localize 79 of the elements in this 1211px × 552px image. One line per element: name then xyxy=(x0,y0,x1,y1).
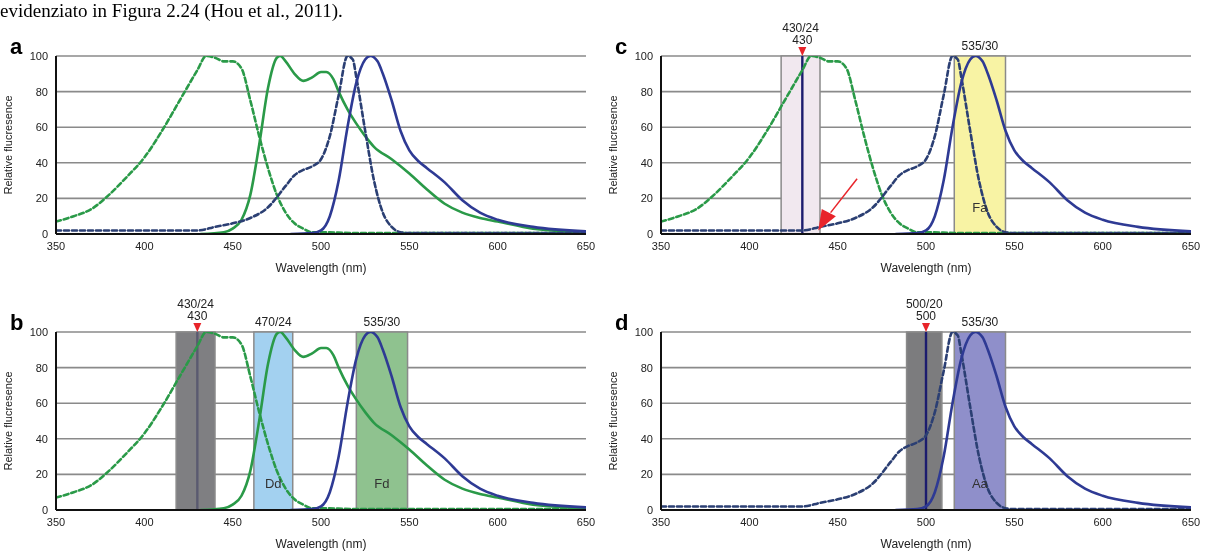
y-tick-label: 80 xyxy=(35,361,48,374)
chart-title: d xyxy=(615,310,629,336)
x-tick-label: 450 xyxy=(828,515,847,528)
x-tick-label: 400 xyxy=(740,515,759,528)
y-tick-label: 20 xyxy=(35,192,48,205)
y-axis-title: Relative flucresence xyxy=(606,95,619,195)
line-series xyxy=(661,332,1191,510)
x-tick-label: 500 xyxy=(916,515,936,528)
band-label: 430/24 xyxy=(177,297,215,311)
x-tick-label: 650 xyxy=(576,515,596,528)
y-axis-title: Relative flucresence xyxy=(1,95,14,195)
y-tick-label: 60 xyxy=(640,121,653,134)
y-tick-label: 80 xyxy=(640,361,653,374)
chart-title: b xyxy=(10,310,24,336)
x-tick-label: 500 xyxy=(916,239,936,252)
x-tick-label: 400 xyxy=(135,239,154,252)
y-tick-label: 100 xyxy=(29,325,48,338)
band-label: 470/24 xyxy=(254,315,292,329)
x-tick-label: 550 xyxy=(1005,239,1024,252)
x-tick-label: 500 xyxy=(311,239,331,252)
ref-line-label: 430 xyxy=(187,309,208,323)
y-tick-label: 40 xyxy=(35,432,48,445)
x-axis-title: Wavelength (nm) xyxy=(275,261,367,275)
x-tick-label: 550 xyxy=(400,515,419,528)
x-tick-label: 350 xyxy=(651,239,671,252)
y-tick-label: 40 xyxy=(640,432,653,445)
annotation: Aa xyxy=(970,476,989,491)
band-label: 535/30 xyxy=(363,315,401,329)
x-axis-title: Wavelength (nm) xyxy=(880,261,972,275)
x-axis-title: Wavelength (nm) xyxy=(275,537,367,551)
y-tick-label: 40 xyxy=(640,156,653,169)
x-tick-label: 450 xyxy=(223,515,242,528)
x-tick-label: 600 xyxy=(1093,515,1112,528)
y-tick-label: 60 xyxy=(35,397,48,410)
y-tick-label: 20 xyxy=(640,192,653,205)
y-axis-title: Relative flucresence xyxy=(606,371,619,471)
y-tick-label: 0 xyxy=(41,227,48,240)
x-tick-label: 400 xyxy=(740,239,759,252)
y-tick-label: 80 xyxy=(640,85,653,98)
x-tick-label: 550 xyxy=(1005,515,1024,528)
y-tick-label: 100 xyxy=(29,49,48,62)
band-label: 430/24 xyxy=(782,21,820,35)
x-tick-label: 600 xyxy=(488,239,507,252)
x-tick-label: 600 xyxy=(1093,239,1112,252)
band-label: 500/20 xyxy=(905,297,943,311)
band-label: 535/30 xyxy=(961,39,999,53)
y-axis-title: Relative flucresence xyxy=(1,371,14,471)
annotation: Fd xyxy=(373,476,391,491)
x-tick-label: 500 xyxy=(311,515,331,528)
y-tick-label: 60 xyxy=(35,121,48,134)
x-tick-label: 350 xyxy=(46,515,66,528)
x-tick-label: 650 xyxy=(1181,515,1201,528)
y-tick-label: 20 xyxy=(640,468,653,481)
x-tick-label: 400 xyxy=(135,515,154,528)
x-tick-label: 350 xyxy=(46,239,66,252)
y-tick-label: 0 xyxy=(646,503,653,516)
y-tick-label: 100 xyxy=(634,49,653,62)
y-tick-label: 0 xyxy=(41,503,48,516)
text: evidenziato in Figura 2.24 (Hou et al., 2011). xyxy=(0,0,343,22)
chart-title: c xyxy=(615,34,628,60)
chart-title: a xyxy=(10,34,23,60)
x-tick-label: 450 xyxy=(223,239,242,252)
y-tick-label: 20 xyxy=(35,468,48,481)
x-tick-label: 650 xyxy=(1181,239,1201,252)
annotation: Dd xyxy=(264,476,283,491)
y-tick-label: 0 xyxy=(646,227,653,240)
ref-line-label: 430 xyxy=(792,33,813,47)
x-tick-label: 600 xyxy=(488,515,507,528)
y-tick-label: 80 xyxy=(35,85,48,98)
y-tick-label: 60 xyxy=(640,397,653,410)
x-tick-label: 550 xyxy=(400,239,419,252)
x-axis-title: Wavelength (nm) xyxy=(880,537,972,551)
band-label: 535/30 xyxy=(961,315,999,329)
ref-line-label: 500 xyxy=(915,309,937,323)
y-tick-label: 40 xyxy=(35,156,48,169)
y-tick-label: 100 xyxy=(634,325,653,338)
x-tick-label: 450 xyxy=(828,239,847,252)
x-tick-label: 650 xyxy=(576,239,596,252)
x-tick-label: 350 xyxy=(651,515,671,528)
